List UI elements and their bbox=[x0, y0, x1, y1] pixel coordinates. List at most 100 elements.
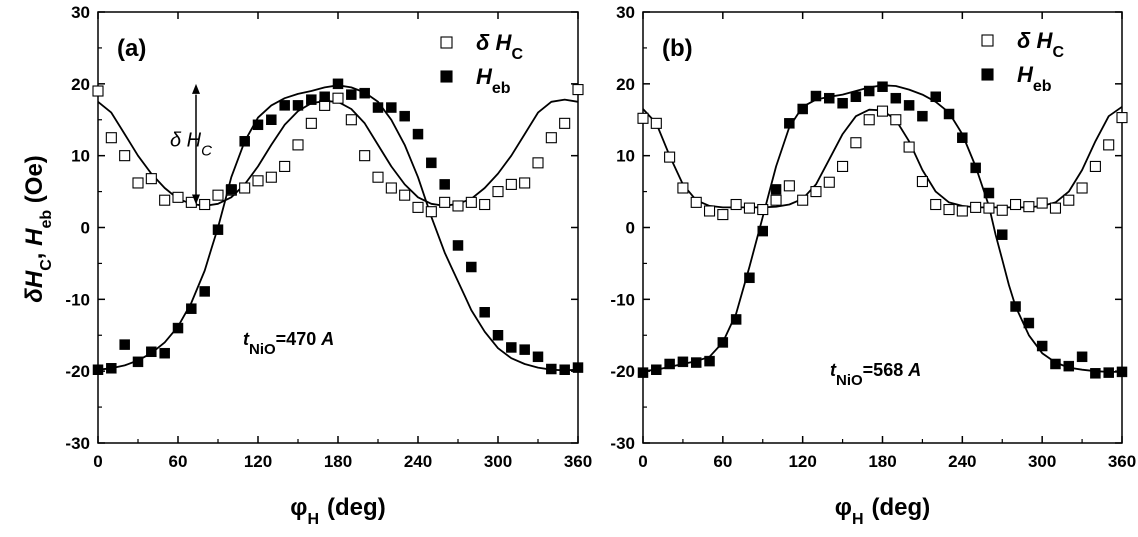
heb-point bbox=[159, 347, 170, 359]
heb-point bbox=[850, 91, 862, 103]
dhc-point bbox=[823, 176, 835, 188]
heb-point bbox=[690, 357, 702, 368]
dhc-point bbox=[1116, 112, 1128, 124]
y-tick-label: 30 bbox=[616, 3, 635, 22]
heb-point bbox=[412, 128, 424, 140]
annotation-prefix: t bbox=[830, 360, 837, 380]
legend-open-square bbox=[981, 34, 994, 47]
dhc-point bbox=[412, 201, 424, 213]
heb-point bbox=[1103, 367, 1114, 378]
dhc-point bbox=[650, 117, 662, 129]
annotation-unit: A bbox=[320, 329, 334, 349]
heb-point bbox=[252, 119, 264, 131]
legend-label-main: H bbox=[476, 64, 493, 89]
dhc-point bbox=[956, 205, 968, 217]
legend-label-sub: eb bbox=[492, 80, 511, 97]
legend-label: δ HC bbox=[476, 30, 523, 63]
heb-point bbox=[319, 91, 330, 103]
legend-label-main: H bbox=[1017, 62, 1034, 87]
dhc-point bbox=[730, 198, 742, 211]
dhc-point bbox=[279, 160, 291, 172]
dhc-point bbox=[505, 178, 517, 190]
dhc-point bbox=[159, 194, 171, 206]
heb-point bbox=[1050, 358, 1061, 370]
legend-label-sub: C bbox=[1052, 44, 1064, 61]
y-axis-title: δHC, Heb (Oe) bbox=[21, 155, 55, 303]
heb-point bbox=[92, 364, 104, 375]
heb-point bbox=[226, 184, 237, 195]
fit-line-heb bbox=[642, 84, 1122, 373]
heb-point bbox=[664, 358, 675, 370]
dhc-point bbox=[465, 196, 477, 208]
fit-line-dhc bbox=[642, 106, 1123, 209]
annotation-sub: NiO bbox=[836, 372, 863, 389]
dhc-point bbox=[92, 85, 104, 97]
dhc-point bbox=[145, 173, 157, 185]
dhc-point bbox=[519, 177, 531, 189]
dhc-point bbox=[850, 137, 862, 149]
heb-point bbox=[717, 337, 729, 348]
heb-point bbox=[359, 87, 370, 99]
dhc-point bbox=[119, 150, 131, 162]
legend-filled-square bbox=[981, 68, 994, 81]
heb-point bbox=[943, 108, 955, 120]
dhc-point bbox=[637, 112, 649, 124]
y-tick-label: -10 bbox=[65, 290, 90, 309]
y-tick-label: 20 bbox=[616, 75, 635, 94]
dhc-point bbox=[783, 180, 795, 192]
heb-point bbox=[492, 330, 504, 341]
dhc-point bbox=[1076, 182, 1088, 194]
heb-point bbox=[172, 322, 184, 334]
heb-point bbox=[637, 367, 649, 378]
heb-point bbox=[306, 94, 317, 105]
x-tick-label: 360 bbox=[1108, 452, 1136, 471]
x-tick-label: 120 bbox=[244, 452, 272, 471]
heb-point bbox=[863, 85, 875, 97]
dhc-point bbox=[372, 171, 384, 183]
x-tick-label: 60 bbox=[713, 452, 732, 471]
heb-point bbox=[983, 187, 995, 199]
dhc-point bbox=[105, 132, 117, 144]
dhc-point bbox=[479, 198, 491, 211]
heb-point bbox=[810, 90, 822, 102]
heb-point bbox=[1036, 340, 1048, 352]
heb-point bbox=[399, 110, 410, 122]
heb-point bbox=[506, 342, 517, 353]
dhc-point bbox=[305, 117, 317, 129]
panel-label: (b) bbox=[662, 35, 693, 62]
dhc-point bbox=[492, 186, 504, 198]
x-tick-label: 0 bbox=[638, 452, 647, 471]
dhc-point bbox=[770, 194, 782, 206]
heb-point bbox=[332, 78, 344, 90]
dhc-point bbox=[172, 191, 184, 203]
heb-point bbox=[1090, 368, 1101, 379]
x-axis-title: φH (deg) bbox=[290, 494, 385, 528]
dhc-point bbox=[837, 160, 849, 172]
y-tick-label: -20 bbox=[65, 362, 90, 381]
x-axis-title-unit: (deg) bbox=[327, 494, 386, 521]
dhc-point bbox=[559, 117, 571, 129]
heb-point bbox=[957, 132, 968, 143]
dhc-point bbox=[703, 205, 716, 217]
dhc-point bbox=[385, 182, 397, 194]
legend-label: δ HC bbox=[1017, 28, 1064, 61]
legend-label-main: δ H bbox=[476, 30, 513, 55]
dhc-point bbox=[332, 92, 344, 104]
heb-point bbox=[279, 100, 290, 111]
dhc-point bbox=[1023, 201, 1035, 213]
dhc-point bbox=[890, 114, 902, 126]
dhc-point bbox=[132, 177, 144, 189]
heb-point bbox=[239, 136, 250, 147]
heb-point bbox=[559, 364, 570, 375]
dhc-point bbox=[943, 203, 955, 216]
y-tick-label: -30 bbox=[65, 434, 90, 453]
dhc-point bbox=[916, 175, 928, 188]
dhc-point bbox=[439, 196, 451, 208]
dhc-point bbox=[452, 200, 464, 212]
dhc-point bbox=[1036, 197, 1048, 209]
y-tick-label: 0 bbox=[81, 219, 90, 238]
heb-point bbox=[824, 92, 835, 104]
heb-point bbox=[917, 110, 928, 122]
dhc-point bbox=[252, 175, 264, 187]
heb-point bbox=[546, 363, 557, 375]
